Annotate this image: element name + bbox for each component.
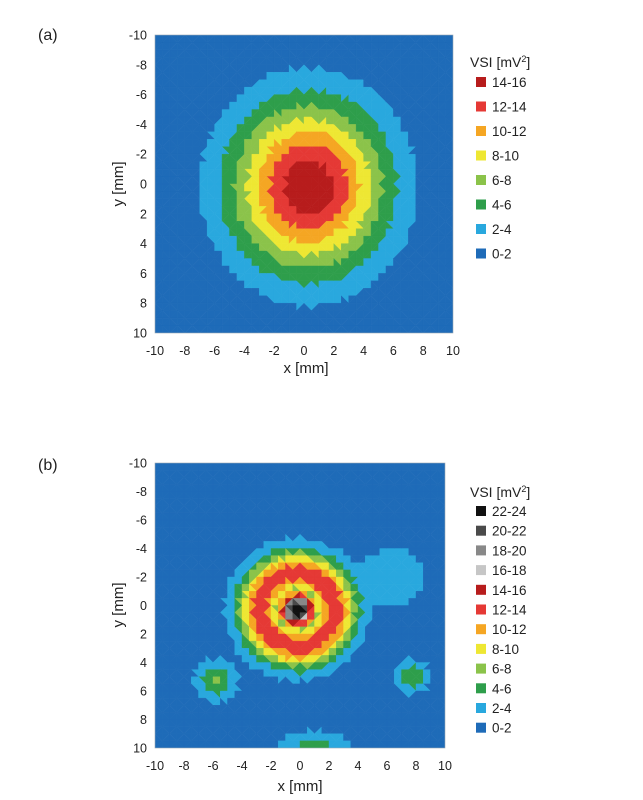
y-tick-label: 0 bbox=[140, 178, 147, 192]
heat-cell bbox=[177, 325, 186, 333]
legend-swatch bbox=[476, 175, 486, 185]
heat-cell bbox=[370, 325, 379, 333]
panel-label-a: (a) bbox=[38, 27, 58, 44]
heat-cell bbox=[220, 740, 228, 748]
heatmap-a bbox=[155, 35, 453, 333]
y-tick-label: -4 bbox=[136, 118, 147, 132]
y-tick-label: 6 bbox=[140, 267, 147, 281]
legend-label: 12-14 bbox=[492, 100, 527, 115]
legend-label: 4-6 bbox=[492, 198, 512, 213]
heat-cell bbox=[191, 740, 199, 748]
legend-label: 6-8 bbox=[492, 173, 512, 188]
legend-swatch bbox=[476, 150, 486, 161]
x-tick-label: -4 bbox=[239, 344, 250, 358]
y-tick-label: 4 bbox=[140, 237, 147, 251]
x-tick-label: -10 bbox=[146, 344, 164, 358]
y-tick-label: 8 bbox=[140, 297, 147, 311]
legend-title-a: VSI [mV2] bbox=[470, 54, 530, 70]
heat-cell bbox=[400, 325, 409, 333]
y-tick-label: -2 bbox=[136, 148, 147, 162]
y-ticks-a: -10 -8 -6 -4 -2 0 2 4 6 8 10 bbox=[129, 29, 147, 341]
x-tick-label: 4 bbox=[360, 344, 367, 358]
heat-cell bbox=[192, 325, 200, 333]
y-tick-label: -6 bbox=[136, 88, 147, 102]
heat-cell bbox=[249, 740, 257, 748]
y-tick-label: 10 bbox=[133, 327, 147, 341]
legend-swatch bbox=[476, 101, 486, 112]
x-ticks-a: -10 -8 -6 -4 -2 0 2 4 6 8 10 bbox=[146, 344, 460, 358]
heat-cell bbox=[326, 325, 335, 333]
legend-label: 8-10 bbox=[492, 149, 519, 164]
heat-cell bbox=[292, 740, 301, 748]
heatmap-b bbox=[155, 463, 445, 748]
legend-swatch bbox=[476, 224, 486, 234]
heat-cell bbox=[266, 325, 275, 333]
heat-cell bbox=[162, 325, 171, 333]
legend-label: 14-16 bbox=[492, 75, 527, 90]
heat-cell bbox=[415, 325, 424, 333]
x-tick-label: 2 bbox=[330, 344, 337, 358]
x-tick-label: 6 bbox=[390, 344, 397, 358]
legend-swatch bbox=[476, 248, 486, 259]
legend-a: 14-16 12-14 10-12 8-10 6-8 4-6 2-4 0-2 bbox=[476, 75, 527, 262]
heat-cell bbox=[355, 325, 364, 333]
heat-cell bbox=[296, 325, 305, 333]
y-tick-label: 2 bbox=[140, 207, 147, 221]
heat-cell bbox=[221, 325, 230, 333]
legend-swatch bbox=[476, 199, 486, 210]
panel-a: (a) -10 -8 -6 -4 -2 0 2 4 6 8 10 -10 -8 -6 -4 -2 0 2 4 6 8 1… bbox=[38, 27, 530, 377]
x-tick-label: -2 bbox=[269, 344, 280, 358]
legend-swatch bbox=[476, 126, 486, 136]
heat-cell bbox=[236, 325, 245, 333]
y-tick-label: -8 bbox=[136, 58, 147, 72]
x-tick-label: -6 bbox=[209, 344, 220, 358]
heat-cell bbox=[162, 740, 170, 748]
heat-cell bbox=[278, 740, 286, 748]
heat-cell bbox=[263, 740, 272, 748]
heat-cell bbox=[281, 325, 290, 333]
heat-cell bbox=[251, 325, 260, 333]
x-tick-label: 8 bbox=[420, 344, 427, 358]
y-axis-label-a: y [mm] bbox=[110, 162, 127, 207]
y-tick-label: -10 bbox=[129, 29, 147, 43]
panel-label-b: (b) bbox=[38, 457, 58, 474]
heat-cell bbox=[176, 740, 185, 748]
x-tick-label: 10 bbox=[446, 344, 460, 358]
heat-cell bbox=[430, 325, 439, 333]
heat-cell bbox=[234, 740, 243, 748]
legend-swatch bbox=[476, 77, 486, 87]
x-axis-label-a: x [mm] bbox=[284, 360, 329, 377]
legend-label: 10-12 bbox=[492, 124, 527, 139]
heat-cell bbox=[445, 325, 453, 333]
x-tick-label: -8 bbox=[179, 344, 190, 358]
heat-cell bbox=[205, 740, 214, 748]
heat-cell bbox=[385, 325, 394, 333]
heat-cell bbox=[341, 325, 349, 333]
legend-label: 2-4 bbox=[492, 222, 512, 237]
legend-label: 0-2 bbox=[492, 247, 512, 262]
heat-cell bbox=[311, 325, 320, 333]
plot-frame-a bbox=[154, 34, 454, 334]
heat-cell bbox=[206, 325, 215, 333]
x-tick-label: 0 bbox=[301, 344, 308, 358]
